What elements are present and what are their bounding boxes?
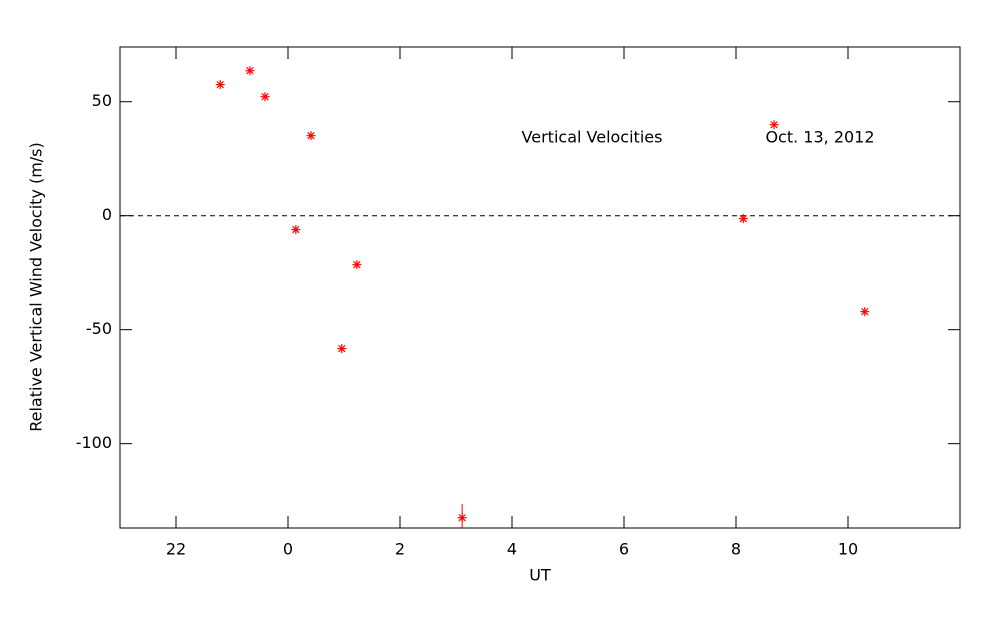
point <box>337 344 347 354</box>
annotation: Oct. 13, 2012 <box>765 128 874 147</box>
point <box>215 80 225 90</box>
x-tick-label: 4 <box>507 540 517 559</box>
y-tick-label: -100 <box>76 433 112 452</box>
x-tick-label: 6 <box>619 540 629 559</box>
y-tick-label: -50 <box>86 319 112 338</box>
x-tick-label: 10 <box>838 540 858 559</box>
annotation: Vertical Velocities <box>522 128 663 147</box>
point <box>245 66 255 76</box>
point-stroke <box>861 307 869 316</box>
point-stroke <box>338 344 346 353</box>
x-tick-label: 8 <box>731 540 741 559</box>
x-tick-label: 2 <box>395 540 405 559</box>
point-stroke <box>246 67 254 75</box>
plot-frame <box>119 46 961 529</box>
point-stroke <box>353 261 361 269</box>
x-tick-label: 22 <box>166 540 186 559</box>
point-stroke <box>292 225 300 234</box>
point <box>769 120 779 130</box>
point <box>457 513 467 523</box>
point-stroke <box>458 514 466 522</box>
point-stroke <box>770 121 778 129</box>
point <box>306 131 316 141</box>
point <box>352 260 362 270</box>
point-stroke <box>307 132 315 140</box>
point <box>291 225 301 235</box>
point <box>260 92 270 102</box>
x-tick-label: 0 <box>283 540 293 559</box>
point-stroke <box>739 214 747 223</box>
point <box>860 307 870 317</box>
point-stroke <box>261 93 269 101</box>
y-axis-label: Relative Vertical Wind Velocity (m/s) <box>27 142 46 432</box>
y-tick-label: 0 <box>102 205 112 224</box>
y-tick-label: 50 <box>92 91 112 110</box>
point <box>738 214 748 224</box>
point-stroke <box>216 80 224 89</box>
x-axis-label: UT <box>529 566 551 585</box>
